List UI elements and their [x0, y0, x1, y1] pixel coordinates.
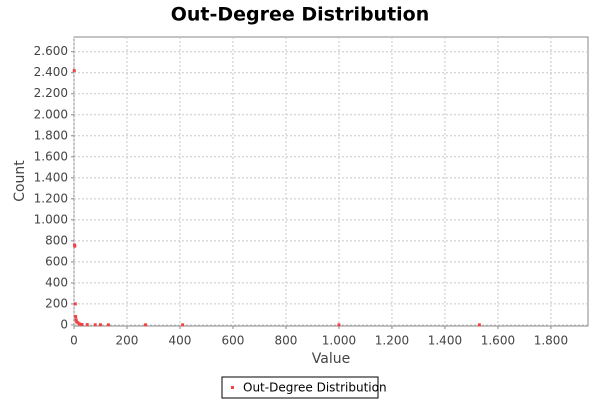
- point: [77, 322, 81, 326]
- y-tick-label: 400: [45, 275, 68, 289]
- y-tick-label: 200: [45, 296, 68, 310]
- x-tick-label: 1.400: [428, 334, 462, 348]
- point: [73, 302, 77, 306]
- legend-box: [221, 376, 379, 399]
- chart-title: Out-Degree Distribution: [171, 4, 430, 26]
- x-tick-label: 0: [70, 334, 78, 348]
- y-tick-label: 2.400: [34, 65, 68, 79]
- y-tick-label: 600: [45, 254, 68, 268]
- point: [98, 323, 102, 327]
- y-tick-label: 1.000: [34, 212, 68, 226]
- point: [93, 323, 97, 327]
- point: [80, 322, 84, 326]
- x-tick-label: 1.000: [322, 334, 356, 348]
- x-axis-label: Value: [312, 351, 350, 367]
- x-tick-label: 1.200: [375, 334, 409, 348]
- y-tick-label: 800: [45, 233, 68, 247]
- x-tick-label: 600: [222, 334, 245, 348]
- y-tick-label: 2.200: [34, 86, 68, 100]
- point: [74, 318, 78, 322]
- y-tick-label: 1.200: [34, 191, 68, 205]
- y-tick-label: 1.400: [34, 170, 68, 184]
- y-tick-label: 0: [60, 317, 68, 331]
- plot-area: [73, 36, 589, 327]
- point: [73, 244, 77, 248]
- point: [106, 323, 110, 327]
- x-tick-label: 200: [116, 334, 139, 348]
- x-tick-label: 1.800: [534, 334, 568, 348]
- point: [74, 315, 78, 319]
- legend-marker: [231, 386, 234, 389]
- point: [477, 323, 481, 327]
- x-tick-label: 800: [275, 334, 298, 348]
- y-tick-label: 1.600: [34, 149, 68, 163]
- point: [181, 323, 185, 327]
- y-tick-label: 1.800: [34, 128, 68, 142]
- x-tick-label: 1.600: [481, 334, 515, 348]
- point: [337, 323, 341, 327]
- legend-label: Out-Degree Distribution: [243, 381, 387, 395]
- point: [72, 69, 76, 73]
- legend: Out-Degree Distribution: [221, 376, 387, 399]
- point: [144, 323, 148, 327]
- y-axis-label: Count: [12, 160, 28, 202]
- point: [85, 323, 89, 327]
- y-tick-label: 2.000: [34, 107, 68, 121]
- y-tick-label: 2.600: [34, 44, 68, 58]
- x-tick-label: 400: [169, 334, 192, 348]
